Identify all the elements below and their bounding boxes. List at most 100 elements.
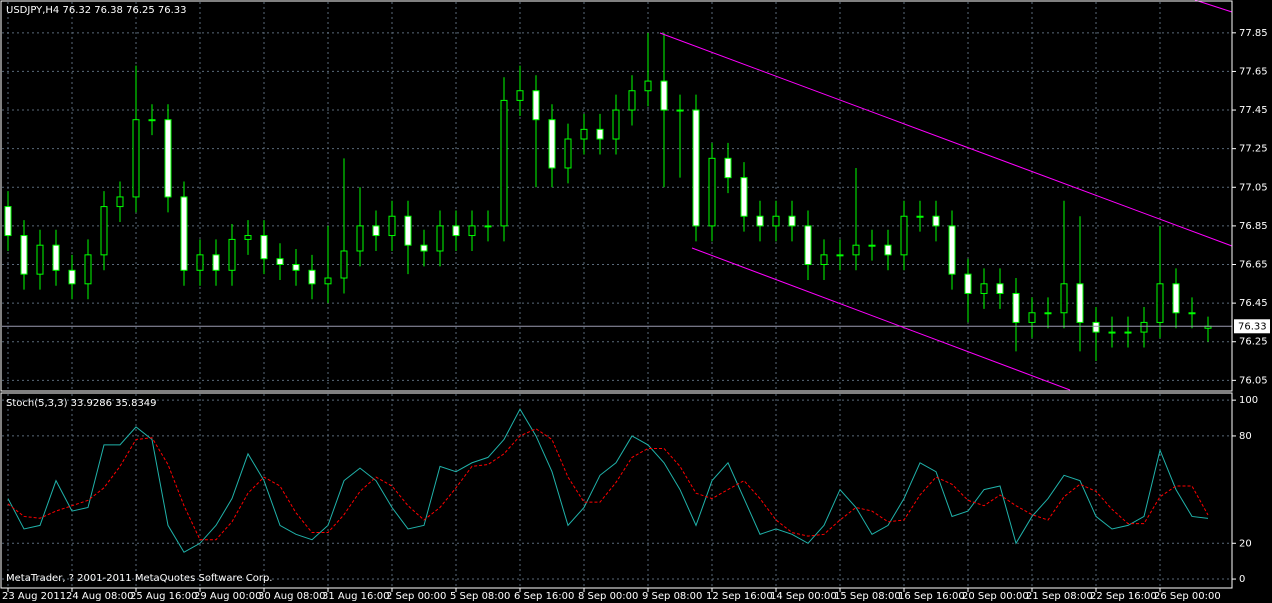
candle-body [644, 80, 652, 92]
candle-body [372, 225, 380, 237]
candle-body [740, 177, 748, 217]
current-price-box [1234, 319, 1270, 334]
indicator-title: Stoch(5,3,3) 33.9286 35.8349 [6, 398, 157, 409]
candle-body [852, 244, 860, 256]
y-tick-label: 76.05 [1239, 375, 1268, 386]
candle-body [500, 99, 508, 227]
candle-body [1172, 283, 1180, 314]
candle-body [1076, 283, 1084, 323]
candle-body [84, 254, 92, 285]
y-tick-label: 20 [1239, 538, 1252, 549]
sub-frame [0, 392, 1233, 589]
candle-body [548, 119, 556, 169]
candle-body [836, 254, 844, 257]
candle-body [932, 215, 940, 227]
candle-body [196, 254, 204, 271]
y-tick-label: 76.45 [1239, 298, 1268, 309]
candle-body [980, 283, 988, 294]
candle-body [388, 215, 396, 237]
candle-body [212, 254, 220, 271]
x-tick-label: 22 Sep 16:00 [1090, 591, 1157, 602]
y-tick-label: 76.25 [1239, 337, 1268, 348]
x-tick-label: 16 Sep 16:00 [898, 591, 965, 602]
indicator-line [7, 428, 1209, 541]
x-tick-label: 24 Aug 08:00 [66, 591, 133, 602]
y-tick-label: 80 [1239, 431, 1252, 442]
candle-body [692, 109, 700, 227]
candle-body [436, 225, 444, 252]
candle-body [36, 244, 44, 275]
candle-body [1012, 292, 1020, 323]
candle-body [52, 244, 60, 271]
candle-body [1140, 321, 1148, 333]
candle-body [708, 157, 716, 227]
candle-body [148, 119, 156, 122]
candle-body [1060, 283, 1068, 314]
y-tick-label: 100 [1239, 395, 1258, 406]
candle-body [532, 90, 540, 121]
candle-body [756, 215, 764, 227]
y-tick-label: 77.45 [1239, 105, 1268, 116]
x-tick-label: 29 Aug 00:00 [194, 591, 261, 602]
y-tick-label: 77.05 [1239, 182, 1268, 193]
candle-body [628, 90, 636, 111]
labels: 76.05 76.25 76.45 76.65 76.85 77.05 77.25 77.45… [2, 28, 1270, 602]
candle-body [1108, 331, 1116, 334]
main-frame [0, 0, 1233, 392]
candle-body [612, 109, 620, 140]
candle-body [676, 109, 684, 112]
candle-body [20, 235, 28, 275]
candle-body [340, 250, 348, 279]
x-tick-label: 26 Sep 00:00 [1154, 591, 1221, 602]
candle-body [516, 90, 524, 101]
x-tick-label: 25 Aug 16:00 [130, 591, 197, 602]
candle-body [900, 215, 908, 256]
candle-body [804, 225, 812, 266]
channel-line [691, 247, 1071, 391]
candle-body [948, 225, 956, 275]
candle-body [772, 215, 780, 227]
candle-body [1028, 312, 1036, 323]
candle-body [308, 269, 316, 285]
y-tick-label: 77.65 [1239, 66, 1268, 77]
candle-body [884, 244, 892, 256]
candle-body [420, 244, 428, 252]
candle-body [1156, 283, 1164, 323]
x-tick-label: 14 Sep 00:00 [770, 591, 837, 602]
x-tick-label: 15 Sep 08:00 [834, 591, 901, 602]
x-tick-label: 23 Aug 2011 [2, 591, 66, 602]
candle-body [1188, 312, 1196, 315]
candle-body [452, 225, 460, 237]
candle-body [724, 157, 732, 179]
x-tick-label: 5 Sep 08:00 [450, 591, 510, 602]
x-tick-label: 12 Sep 16:00 [706, 591, 773, 602]
channel-line [1194, 0, 1233, 13]
x-tick-label: 6 Sep 16:00 [514, 591, 574, 602]
candle-body [260, 235, 268, 260]
candle-body [1044, 312, 1052, 315]
candle-body [1092, 321, 1100, 333]
candle-body [468, 225, 476, 237]
x-tick-label: 8 Sep 00:00 [578, 591, 638, 602]
candle-body [820, 254, 828, 266]
candle-body [964, 273, 972, 294]
x-tick-label: 30 Aug 08:00 [258, 591, 325, 602]
copyright: MetaTrader, ? 2001-2011 MetaQuotes Softw… [6, 573, 272, 584]
candle-body [292, 264, 300, 271]
candle-body [996, 283, 1004, 294]
indicator-line [7, 408, 1209, 553]
x-tick-label: 9 Sep 08:00 [642, 591, 702, 602]
candle-body [100, 206, 108, 256]
y-tick-label: 77.25 [1239, 144, 1268, 155]
y-tick-label: 76.65 [1239, 260, 1268, 271]
y-tick-label: 77.85 [1239, 28, 1268, 39]
y-tick-label: 0 [1239, 574, 1245, 585]
y-tick-label: 76.85 [1239, 221, 1268, 232]
candle-body [404, 215, 412, 246]
candle-body [788, 215, 796, 227]
candle-body [484, 225, 492, 228]
candle-body [132, 119, 140, 198]
candle-body [4, 206, 12, 237]
candle-body [916, 215, 924, 218]
